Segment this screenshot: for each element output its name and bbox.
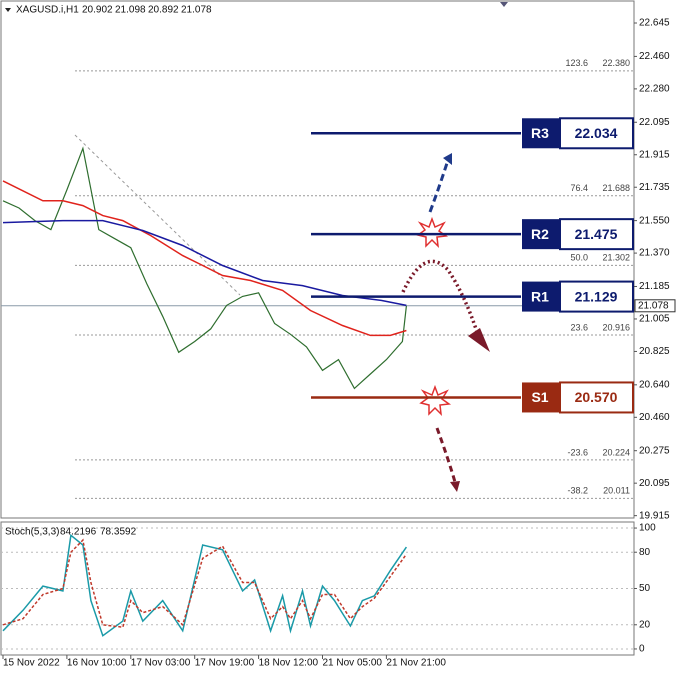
series-line (2, 538, 408, 629)
stoch-main-reading: 84.2196 (60, 527, 97, 538)
y-tick-label: 20.825 (639, 346, 670, 357)
y-tick-label: 21.550 (639, 215, 670, 226)
level-tag (522, 281, 559, 312)
price-panel-frame (0, 0, 635, 519)
series-line (2, 146, 407, 390)
shift-marker (500, 2, 508, 7)
level-value-box (559, 381, 634, 414)
fib-price: 20.011 (603, 486, 630, 496)
menu-triangle (5, 8, 11, 12)
level-tag (522, 219, 559, 250)
x-tick-label: 17 Nov 19:00 (195, 658, 255, 669)
level-value: 21.129 (575, 288, 618, 304)
y-tick-label: 22.095 (639, 117, 670, 128)
x-tick-label: 17 Nov 03:00 (131, 658, 191, 669)
level-value-box (559, 280, 634, 313)
fib-trendline (74, 134, 241, 296)
x-tick-label: 21 Nov 05:00 (322, 658, 382, 669)
level-name: S1 (531, 389, 548, 405)
fib-ratio: -23.6 (567, 447, 588, 457)
fib-ratio: 50.0 (570, 253, 588, 263)
y-tick-label: 0 (639, 644, 645, 655)
series-line (2, 533, 408, 637)
reversal-arrow-head (468, 328, 490, 352)
y-tick-label: 21.915 (639, 149, 670, 160)
up-arrow-head (443, 153, 452, 165)
x-tick-label: 21 Nov 21:00 (386, 658, 446, 669)
y-tick-label: 20.095 (639, 478, 670, 489)
fib-ratio: 123.6 (565, 58, 588, 68)
level-tag (522, 118, 559, 149)
y-tick-label: 80 (639, 547, 651, 558)
x-tick-label: 18 Nov 12:00 (259, 658, 319, 669)
fib-ratio: 23.6 (570, 322, 588, 332)
y-tick-label: 20.460 (639, 412, 670, 423)
ohlc-close: 21.078 (181, 5, 212, 16)
up-arrow (428, 159, 450, 213)
annotations (401, 153, 490, 492)
down-arrow (435, 427, 457, 483)
series-line (2, 180, 407, 337)
y-tick-label: 50 (639, 583, 651, 594)
fib-price: 21.302 (602, 253, 630, 263)
y-tick-label: 21.370 (639, 248, 670, 259)
fib-price: 21.688 (602, 183, 630, 193)
y-tick-label: 19.915 (639, 510, 670, 521)
level-tag (522, 382, 559, 413)
level-value-box (559, 117, 634, 150)
level-value: 22.034 (575, 125, 618, 141)
y-tick-label: 20 (639, 619, 651, 630)
x-tick-label: 15 Nov 2022 (3, 658, 60, 669)
breakdown-burst (419, 384, 452, 417)
stoch-title: Stoch(5,3,3) (5, 527, 59, 538)
ohlc-low: 20.892 (148, 5, 179, 16)
y-tick-label: 100 (639, 523, 656, 534)
y-tick-label: 20.275 (639, 445, 670, 456)
y-tick-label: 21.735 (639, 182, 670, 193)
level-value-box (559, 218, 634, 251)
stoch-signal-reading: 78.3592 (100, 527, 137, 538)
y-tick-label: 20.640 (639, 379, 670, 390)
fib-ratio: -38.2 (567, 486, 588, 496)
y-tick-label: 22.280 (639, 84, 670, 95)
ohlc-high: 21.098 (115, 5, 146, 16)
level-name: R3 (531, 125, 549, 141)
y-tick-label: 21.005 (639, 314, 670, 325)
level-name: R2 (531, 226, 549, 242)
down-arrow-head (450, 481, 460, 492)
reversal-arrow (401, 259, 480, 336)
y-tick-label: 22.460 (639, 51, 670, 62)
symbol: XAGUSD.i,H1 (16, 5, 79, 16)
fib-price: 22.380 (602, 58, 630, 68)
level-value: 21.475 (575, 226, 618, 242)
ohlc-open: 20.902 (82, 5, 113, 16)
last-price-label: 21.078 (638, 300, 669, 311)
fib-ratio: 76.4 (570, 183, 588, 193)
fib-price: 20.916 (602, 322, 630, 332)
level-name: R1 (531, 288, 549, 304)
x-tick-label: 16 Nov 10:00 (67, 658, 127, 669)
y-tick-label: 21.185 (639, 281, 670, 292)
breakout-burst (416, 216, 449, 249)
last-price-box (634, 299, 676, 313)
fib-price: 20.224 (602, 447, 630, 457)
y-tick-label: 22.645 (639, 18, 670, 29)
level-value: 20.570 (575, 389, 618, 405)
